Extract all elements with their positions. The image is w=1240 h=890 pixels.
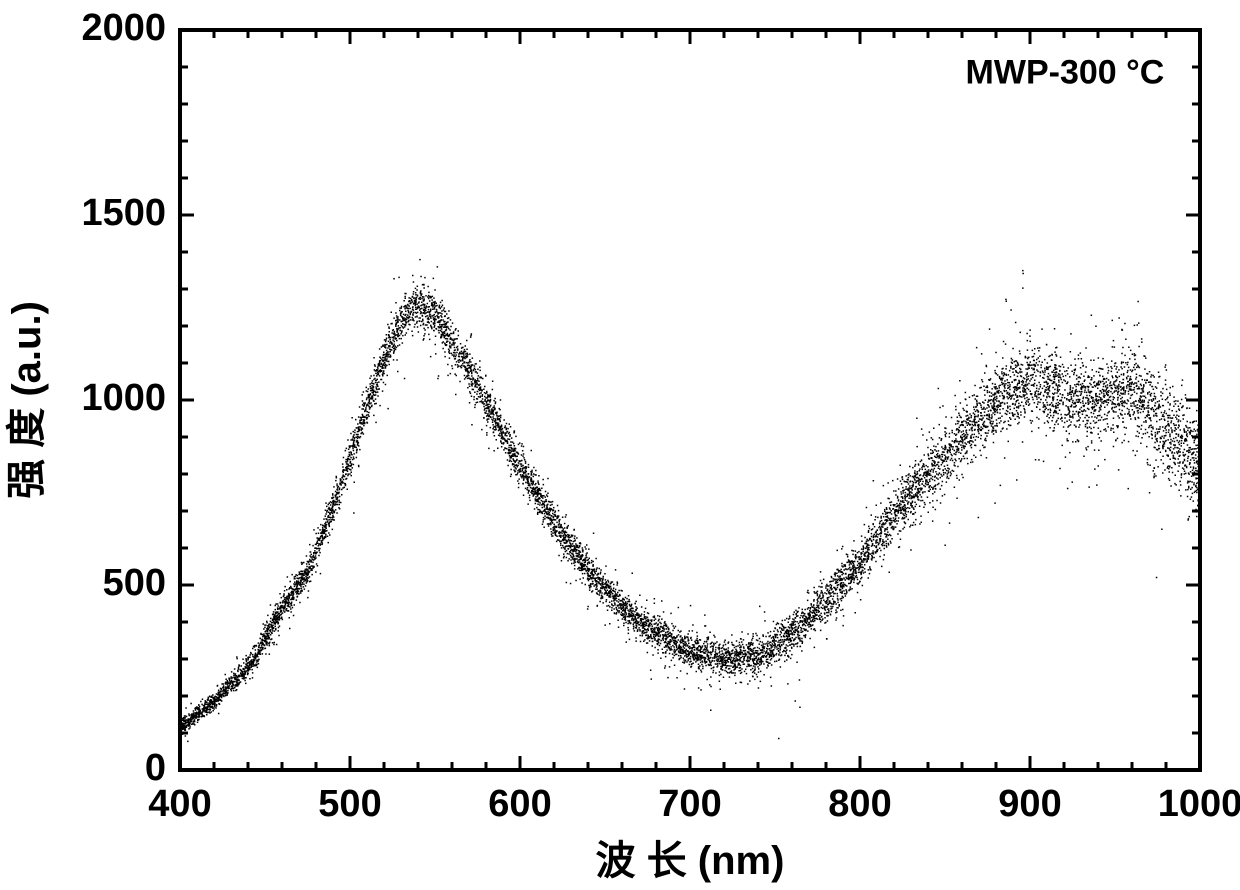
y-tick-label: 2000: [81, 7, 166, 49]
annotation-label: MWP-300 °C: [966, 53, 1165, 91]
y-axis-title: 强 度 (a.u.): [5, 301, 49, 499]
x-tick-label: 400: [148, 783, 211, 825]
spectrum-chart: 400 500 600 700 800 900 1000 0 500 1000 1500 2000 波 …: [0, 0, 1240, 890]
x-axis-title: 波 长 (nm): [596, 839, 785, 883]
x-tick-label: 500: [318, 783, 381, 825]
y-tick-label: 1000: [81, 377, 166, 419]
chart-svg: 400 500 600 700 800 900 1000 0 500 1000 1500 2000 波 …: [0, 0, 1240, 890]
x-tick-label: 900: [998, 783, 1061, 825]
y-tick-label: 0: [145, 747, 166, 789]
x-tick-label: 1000: [1158, 783, 1240, 825]
x-tick-label: 700: [658, 783, 721, 825]
chart-background: [0, 0, 1240, 890]
y-tick-label: 500: [103, 562, 166, 604]
x-tick-label: 800: [828, 783, 891, 825]
x-tick-label: 600: [488, 783, 551, 825]
y-tick-label: 1500: [81, 192, 166, 234]
